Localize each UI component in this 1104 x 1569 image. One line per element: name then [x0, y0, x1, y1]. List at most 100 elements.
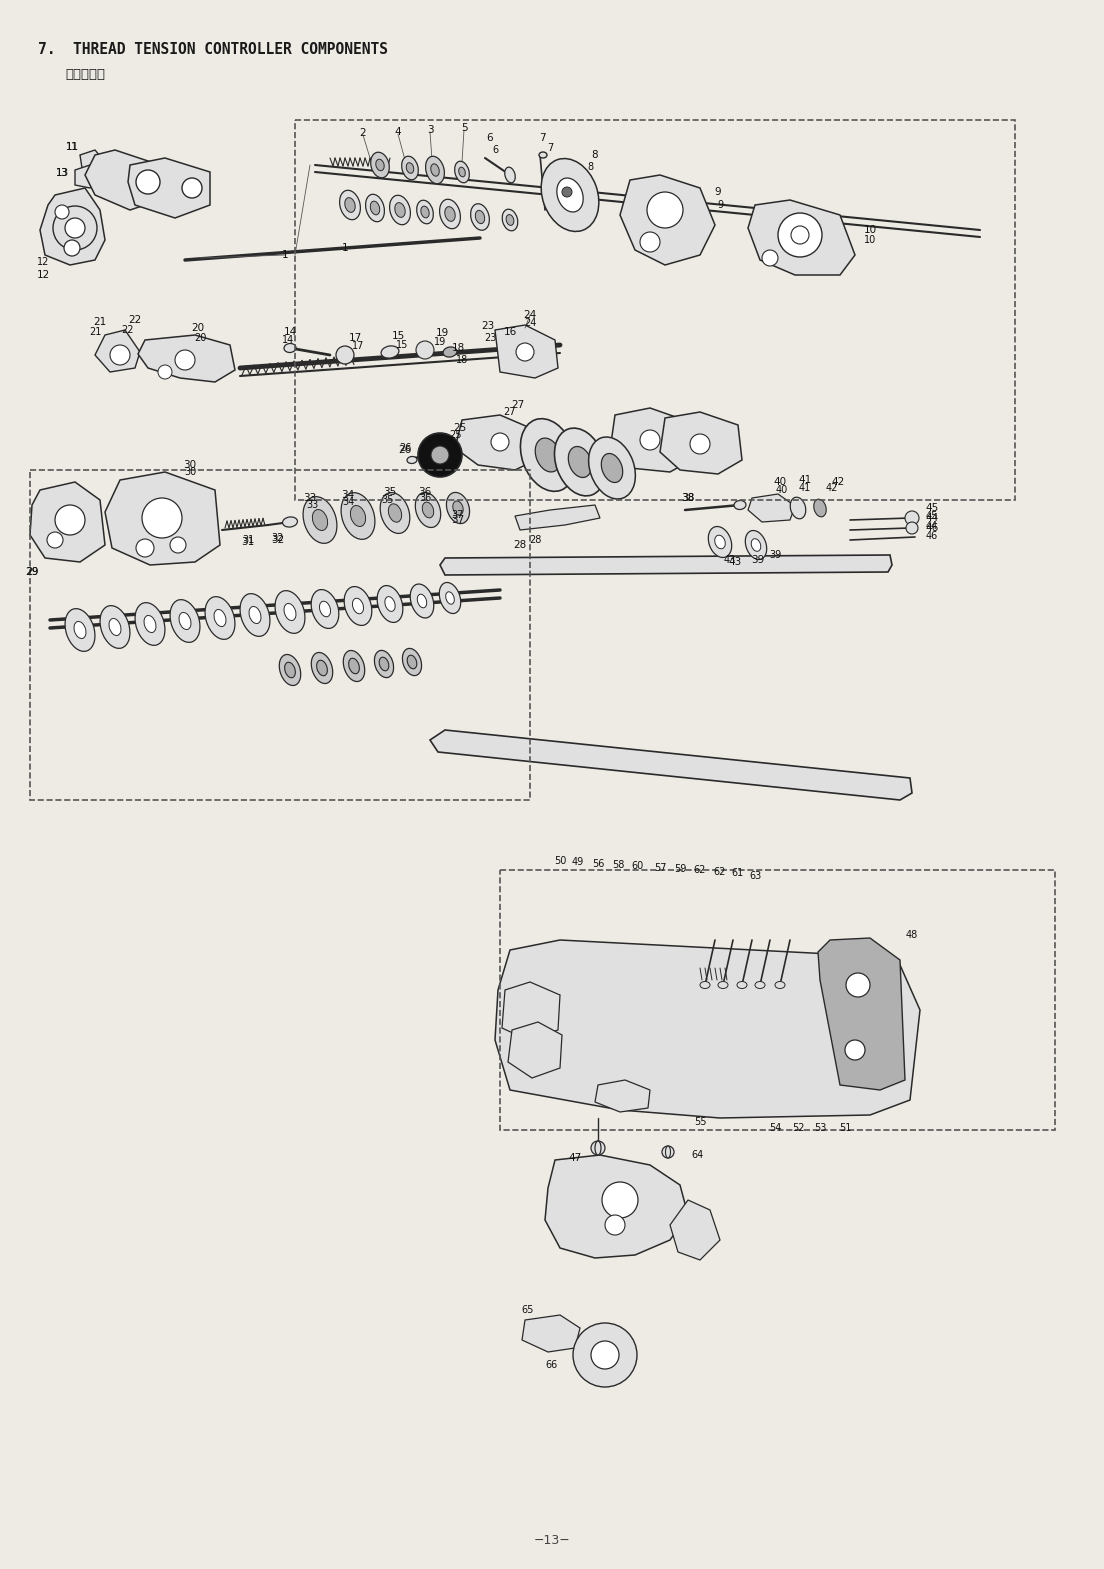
Ellipse shape [407, 457, 417, 463]
Ellipse shape [407, 656, 417, 668]
Ellipse shape [389, 504, 402, 522]
Polygon shape [749, 494, 795, 522]
Text: 1: 1 [341, 243, 349, 253]
Text: 51: 51 [839, 1123, 851, 1133]
Circle shape [53, 206, 97, 249]
Polygon shape [128, 158, 210, 218]
Text: 36: 36 [418, 486, 432, 497]
Ellipse shape [814, 499, 826, 516]
Text: 11: 11 [66, 143, 78, 152]
Ellipse shape [556, 177, 583, 212]
Polygon shape [40, 188, 105, 265]
Text: 18: 18 [456, 355, 468, 366]
Text: 45: 45 [925, 504, 938, 513]
Text: 7.  THREAD TENSION CONTROLLER COMPONENTS: 7. THREAD TENSION CONTROLLER COMPONENTS [38, 42, 388, 56]
Text: 58: 58 [612, 860, 624, 869]
Polygon shape [595, 1079, 650, 1112]
Text: 61: 61 [732, 868, 744, 879]
Text: 66: 66 [545, 1360, 559, 1370]
Text: 32: 32 [272, 533, 284, 543]
Text: 24: 24 [523, 319, 537, 328]
Polygon shape [514, 505, 599, 530]
Text: 25: 25 [448, 430, 461, 439]
Ellipse shape [135, 602, 164, 645]
Ellipse shape [535, 438, 561, 472]
Circle shape [845, 1040, 866, 1061]
Circle shape [790, 226, 809, 245]
Ellipse shape [455, 162, 469, 182]
Text: 46: 46 [926, 530, 938, 541]
Text: 3: 3 [426, 126, 433, 135]
Text: 25: 25 [454, 424, 467, 433]
Ellipse shape [595, 1141, 601, 1155]
Ellipse shape [374, 651, 394, 678]
Polygon shape [75, 165, 98, 188]
Circle shape [762, 249, 778, 267]
Polygon shape [495, 325, 558, 378]
Ellipse shape [431, 163, 439, 176]
Ellipse shape [349, 659, 360, 673]
Ellipse shape [344, 198, 355, 212]
Ellipse shape [569, 447, 592, 477]
Ellipse shape [425, 157, 445, 184]
Polygon shape [495, 940, 920, 1119]
Text: 44: 44 [925, 513, 938, 522]
Text: 13: 13 [55, 168, 68, 177]
Circle shape [176, 350, 195, 370]
Ellipse shape [443, 347, 457, 358]
Polygon shape [670, 1200, 720, 1260]
Text: 26: 26 [399, 442, 411, 453]
Ellipse shape [74, 621, 86, 639]
Ellipse shape [352, 598, 363, 613]
Text: 28: 28 [513, 540, 527, 551]
Circle shape [136, 169, 160, 195]
Ellipse shape [734, 501, 746, 510]
Ellipse shape [250, 607, 261, 623]
Ellipse shape [476, 210, 485, 224]
Ellipse shape [439, 582, 460, 613]
Text: 2: 2 [360, 129, 367, 138]
Ellipse shape [737, 982, 747, 988]
Polygon shape [429, 730, 912, 800]
Text: 20: 20 [191, 323, 204, 333]
Text: 26: 26 [399, 446, 412, 455]
Ellipse shape [453, 501, 464, 515]
Text: 5: 5 [460, 122, 467, 133]
Text: 21: 21 [88, 326, 102, 337]
Ellipse shape [458, 168, 465, 177]
Ellipse shape [745, 530, 766, 560]
Bar [500, 869, 1055, 1130]
Text: 63: 63 [749, 871, 761, 882]
Ellipse shape [755, 982, 765, 988]
Text: 33: 33 [306, 501, 318, 510]
Text: 6: 6 [487, 133, 493, 143]
Circle shape [647, 191, 683, 228]
Circle shape [55, 206, 68, 220]
Text: 42: 42 [826, 483, 838, 493]
Circle shape [562, 187, 572, 198]
Text: 14: 14 [282, 336, 294, 345]
Text: 54: 54 [768, 1123, 782, 1133]
Text: 31: 31 [242, 537, 255, 548]
Text: 47: 47 [569, 1153, 582, 1163]
Text: 30: 30 [184, 468, 197, 477]
Ellipse shape [416, 201, 434, 224]
Text: 39: 39 [768, 551, 782, 560]
Text: 27: 27 [511, 400, 524, 410]
Polygon shape [818, 938, 905, 1090]
Text: 62: 62 [693, 865, 707, 876]
Circle shape [110, 345, 130, 366]
Circle shape [778, 213, 822, 257]
Text: 糸調子関係: 糸調子関係 [65, 67, 105, 82]
Polygon shape [749, 199, 854, 275]
Text: 45: 45 [926, 511, 938, 521]
Text: 38: 38 [682, 493, 694, 504]
Polygon shape [660, 413, 742, 474]
Ellipse shape [284, 344, 296, 353]
Ellipse shape [341, 493, 375, 540]
Ellipse shape [380, 493, 410, 533]
Ellipse shape [709, 527, 732, 557]
Ellipse shape [502, 209, 518, 231]
Circle shape [605, 1214, 625, 1235]
Ellipse shape [385, 596, 395, 612]
